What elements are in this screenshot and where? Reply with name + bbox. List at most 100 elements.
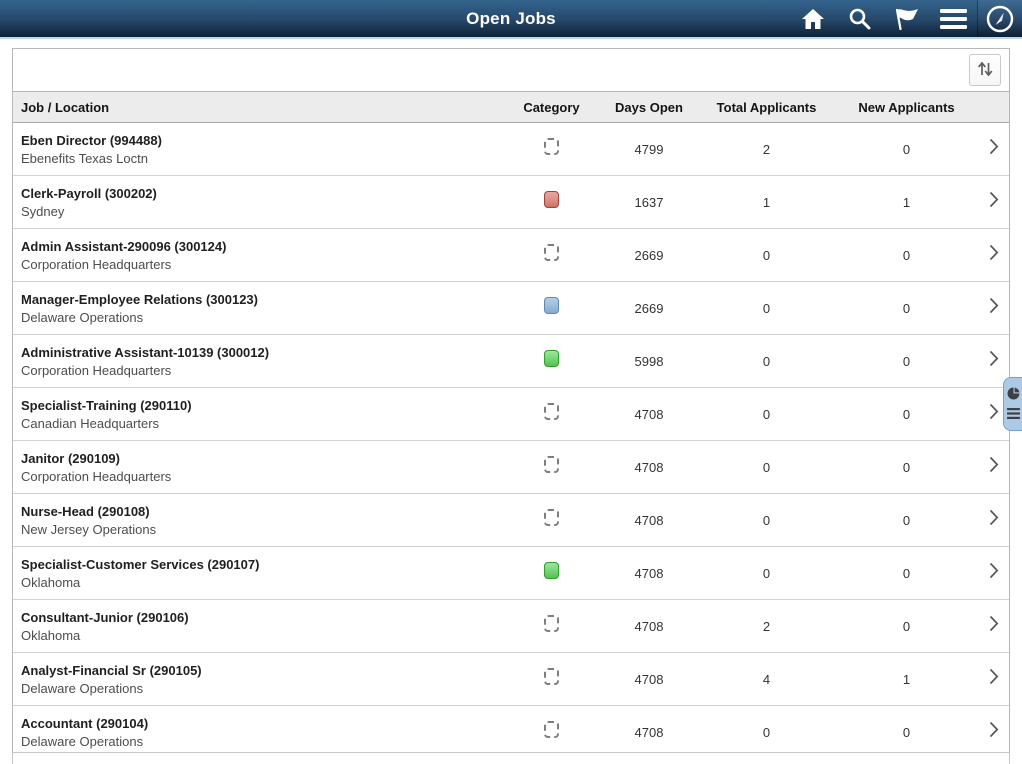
chevron-right-icon [989,191,999,213]
category-cell [504,403,599,425]
category-icon [544,297,559,314]
row-drilldown[interactable] [979,456,1009,478]
table-row[interactable]: Clerk-Payroll (300202) Sydney 1637 1 1 [13,175,1009,228]
total-applicants-value: 0 [762,512,771,528]
row-drilldown[interactable] [979,615,1009,637]
chevron-right-icon [989,244,999,266]
menu-button[interactable] [930,0,977,37]
home-button[interactable] [789,0,836,37]
pie-chart-icon [1007,387,1020,403]
new-applicants-value: 0 [902,618,911,634]
row-drilldown[interactable] [979,244,1009,266]
table-row[interactable]: Specialist-Training (290110) Canadian He… [13,387,1009,440]
category-icon [544,138,559,155]
chevron-right-icon [989,297,999,319]
menu-icon [940,8,967,29]
category-cell [504,244,599,266]
row-drilldown[interactable] [979,668,1009,690]
new-applicants-value: 0 [902,406,911,422]
next-section-partial [12,752,1010,764]
chevron-right-icon [989,562,999,584]
new-applicants-value: 0 [902,565,911,581]
days-open-value: 4708 [634,618,664,634]
job-location-cell: Eben Director (994488) Ebenefits Texas L… [13,133,504,166]
days-open-value: 4708 [634,512,664,528]
total-applicants-value: 1 [762,194,771,210]
home-icon [801,8,825,30]
category-cell [504,562,599,584]
table-row[interactable]: Eben Director (994488) Ebenefits Texas L… [13,123,1009,175]
chevron-right-icon [989,615,999,637]
days-open-value: 5998 [634,353,664,369]
table-row[interactable]: Analyst-Financial Sr (290105) Delaware O… [13,652,1009,705]
job-location: Ebenefits Texas Loctn [21,150,148,166]
days-open-value: 4799 [634,141,664,157]
category-cell [504,191,599,213]
new-applicants-value: 0 [902,353,911,369]
chevron-right-icon [989,456,999,478]
job-location: Delaware Operations [21,309,144,325]
row-drilldown[interactable] [979,138,1009,160]
total-applicants-value: 0 [762,406,771,422]
category-icon [544,191,559,208]
table-row[interactable]: Accountant (290104) Delaware Operations … [13,705,1009,758]
category-icon [544,244,559,261]
row-drilldown[interactable] [979,403,1009,425]
days-open-value: 4708 [634,565,664,581]
table-row[interactable]: Manager-Employee Relations (300123) Dela… [13,281,1009,334]
job-location: Corporation Headquarters [21,468,172,484]
open-jobs-panel: Job / Location Category Days Open Total … [12,48,1010,759]
flag-button[interactable] [883,0,930,37]
table-row[interactable]: Nurse-Head (290108) New Jersey Operation… [13,493,1009,546]
total-applicants-value: 2 [762,618,771,634]
job-location-cell: Janitor (290109) Corporation Headquarter… [13,451,504,484]
row-drilldown[interactable] [979,721,1009,743]
category-icon [544,615,559,632]
sort-button[interactable] [969,54,1001,86]
job-title: Janitor (290109) [21,450,120,466]
job-location-cell: Analyst-Financial Sr (290105) Delaware O… [13,663,504,696]
new-applicants-value: 0 [902,300,911,316]
table-row[interactable]: Admin Assistant-290096 (300124) Corporat… [13,228,1009,281]
job-title: Nurse-Head (290108) [21,503,150,519]
search-button[interactable] [836,0,883,37]
table-row[interactable]: Janitor (290109) Corporation Headquarter… [13,440,1009,493]
job-title: Specialist-Training (290110) [21,397,192,413]
row-drilldown[interactable] [979,297,1009,319]
sort-rows-icon [976,60,994,81]
total-applicants-value: 0 [762,247,771,263]
category-cell [504,350,599,372]
column-header-days-open: Days Open [615,99,683,115]
header-icon-group [789,0,1022,37]
flag-icon [894,8,920,30]
table-row[interactable]: Administrative Assistant-10139 (300012) … [13,334,1009,387]
row-drilldown[interactable] [979,350,1009,372]
category-icon [544,350,559,367]
category-cell [504,668,599,690]
total-applicants-value: 0 [762,300,771,316]
table-row[interactable]: Consultant-Junior (290106) Oklahoma 4708… [13,599,1009,652]
job-location-cell: Specialist-Training (290110) Canadian He… [13,398,504,431]
job-location: Corporation Headquarters [21,362,172,378]
job-location-cell: Manager-Employee Relations (300123) Dela… [13,292,504,325]
job-title: Eben Director (994488) [21,132,162,148]
row-drilldown[interactable] [979,191,1009,213]
navbar-button[interactable] [977,0,1022,37]
related-info-tab[interactable] [1003,377,1022,431]
job-location-cell: Specialist-Customer Services (290107) Ok… [13,557,504,590]
job-location: Canadian Headquarters [21,415,160,431]
search-icon [848,7,871,30]
category-icon [544,403,559,420]
row-drilldown[interactable] [979,509,1009,531]
job-title: Specialist-Customer Services (290107) [21,556,260,572]
job-location: Delaware Operations [21,733,144,749]
category-cell [504,456,599,478]
category-cell [504,721,599,743]
row-drilldown[interactable] [979,562,1009,584]
total-applicants-value: 2 [762,141,771,157]
category-cell [504,509,599,531]
job-location-cell: Admin Assistant-290096 (300124) Corporat… [13,239,504,272]
category-cell [504,615,599,637]
table-row[interactable]: Specialist-Customer Services (290107) Ok… [13,546,1009,599]
